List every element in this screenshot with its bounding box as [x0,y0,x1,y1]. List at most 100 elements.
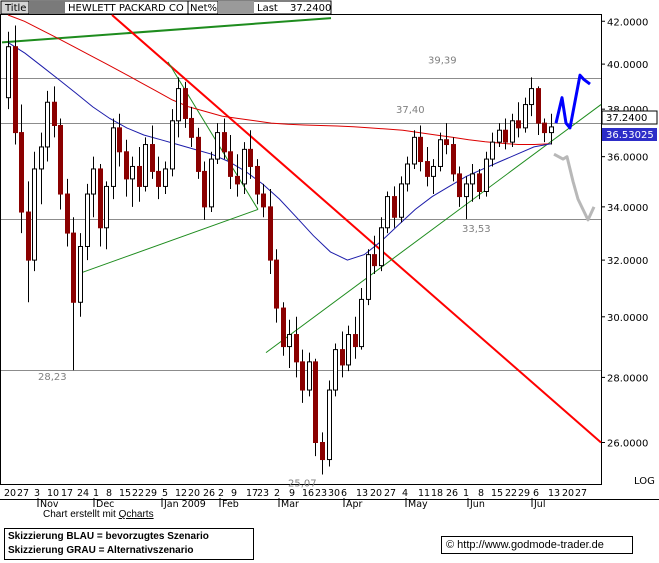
level-annotation: 37,40 [396,105,425,116]
credit-prefix: Chart erstellt mit [43,509,119,520]
candle-body [32,168,37,261]
last-value: 37.2400 [290,3,331,14]
x-day-label: 22 [132,488,144,499]
trendline-green-triangle-lower [77,208,259,275]
candle-body [170,120,175,170]
x-day-label: 29 [145,488,157,499]
candle-body [346,334,351,366]
security-name: HEWLETT PACKARD CO [68,3,184,14]
candle-body [26,211,31,261]
y-tick-label: 34.0000 [607,203,648,214]
x-month-label: Jan 2009 [163,499,206,510]
candle-body [255,165,260,195]
x-day-label: 8 [478,488,484,499]
website-box: © http://www.godmode-trader.de [441,536,633,554]
candle-body [124,151,129,180]
x-day-label: 24 [77,488,89,499]
candle-body [405,163,410,185]
level-annotations: 39,39 37,40 33,53 28,23 25,07 [38,56,491,490]
candle-body [510,120,515,143]
scenario-legend: Skizzierung BLAU = bevorzugtes Szenario … [4,528,254,560]
last-price-flag: 37.2400 [601,110,658,125]
x-day-label: 6 [341,488,347,499]
x-day-label: 13 [548,488,560,499]
candle-body [464,183,469,198]
qcharts-link[interactable]: Qcharts [118,509,154,520]
candle-body [372,254,377,267]
candle-body [490,141,495,160]
x-day-label: 4 [402,488,408,499]
x-day-label: 30 [328,488,340,499]
x-day-label: 5 [162,488,168,499]
x-day-label: 3 [34,488,40,499]
candle-body [150,144,155,172]
candle-body [497,129,502,143]
x-day-label: 13 [356,488,368,499]
candle-body [366,254,371,300]
candle-body [58,124,63,195]
x-day-label: 15 [491,488,503,499]
candle-body [523,104,528,129]
candle-body [327,389,332,461]
x-day-label: 20 [4,488,16,499]
candle-body [477,173,482,192]
title-label: Title [4,3,26,14]
candle-body [379,227,384,267]
candle-body [307,361,312,391]
candle-body [71,232,76,303]
x-day-label: 26 [446,488,458,499]
candle-body [98,168,103,229]
x-day-label: 9 [231,488,237,499]
x-month-label: Jun [469,499,485,510]
last-label: Last [257,3,278,14]
y-tick-label: 36.0000 [607,153,648,164]
x-day-label: 23 [315,488,327,499]
candle-body [91,168,96,195]
candle-body [202,170,207,208]
candle-body [189,117,194,138]
net-label: Net% [190,3,217,14]
x-day-label: 16 [302,488,314,499]
x-month-label: Jul [533,499,545,510]
candle-body [451,144,456,175]
candle-body [359,298,364,348]
candle-body [39,146,44,170]
candle-body [183,88,188,119]
x-day-label: 23 [257,488,269,499]
x-day-label: 15 [119,488,131,499]
candle-body [104,185,109,229]
candle-body [268,206,273,261]
candle-body [222,132,227,153]
scale-label: LOG [634,476,655,487]
x-day-label: 27 [17,488,29,499]
candle-body [176,88,181,122]
candle-body [431,165,436,177]
level-annotation: 28,23 [38,372,67,383]
candle-body [536,88,541,124]
candlesticks [6,25,554,475]
x-day-label: 20 [562,488,574,499]
candle-body [248,148,253,167]
legend-blue: Skizzierung BLAU = bevorzugtes Szenario [8,531,209,542]
website-link[interactable]: http://www.godmode-trader.de [457,539,604,551]
y-tick-label: 28.0000 [607,373,648,384]
x-day-label: 20 [370,488,382,499]
candle-body [438,139,443,167]
x-day-label: 18 [431,488,443,499]
candle-body [418,136,423,163]
candle-body [399,183,404,218]
y-tick-label: 32.0000 [607,256,648,267]
candle-body [333,349,338,391]
candle-body [156,170,161,187]
candle-body [65,193,70,234]
candle-body [52,101,57,126]
candle-body [503,129,508,143]
candle-body [143,144,148,187]
candle-body [130,165,135,180]
candle-body [444,139,449,146]
x-month-label: Mar [281,499,299,510]
candle-body [529,88,534,106]
plot-frame [0,14,602,485]
